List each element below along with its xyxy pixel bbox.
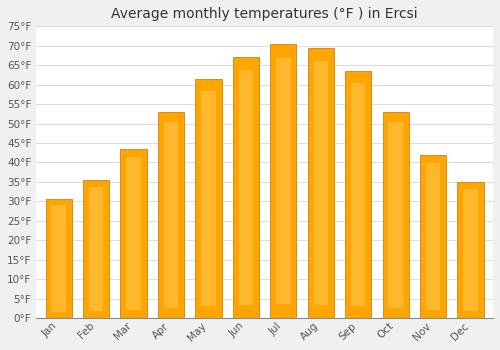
Bar bbox=[276, 57, 290, 304]
Bar bbox=[233, 57, 259, 318]
Bar bbox=[46, 199, 72, 318]
Bar bbox=[308, 48, 334, 318]
Bar bbox=[458, 182, 483, 318]
Bar bbox=[426, 163, 440, 310]
Bar bbox=[52, 205, 66, 312]
Title: Average monthly temperatures (°F ) in Ercsi: Average monthly temperatures (°F ) in Er… bbox=[112, 7, 418, 21]
Bar bbox=[158, 112, 184, 318]
Bar bbox=[382, 112, 409, 318]
Bar bbox=[351, 83, 366, 306]
Bar bbox=[314, 61, 328, 304]
Bar bbox=[126, 157, 141, 310]
Bar bbox=[120, 149, 146, 318]
Bar bbox=[196, 79, 222, 318]
Bar bbox=[83, 180, 109, 318]
Bar bbox=[388, 122, 403, 308]
Bar bbox=[89, 187, 104, 311]
Bar bbox=[270, 44, 296, 318]
Bar bbox=[201, 91, 216, 306]
Bar bbox=[464, 189, 478, 311]
Bar bbox=[420, 155, 446, 318]
Bar bbox=[345, 71, 372, 318]
Bar bbox=[238, 70, 253, 305]
Bar bbox=[164, 122, 178, 308]
